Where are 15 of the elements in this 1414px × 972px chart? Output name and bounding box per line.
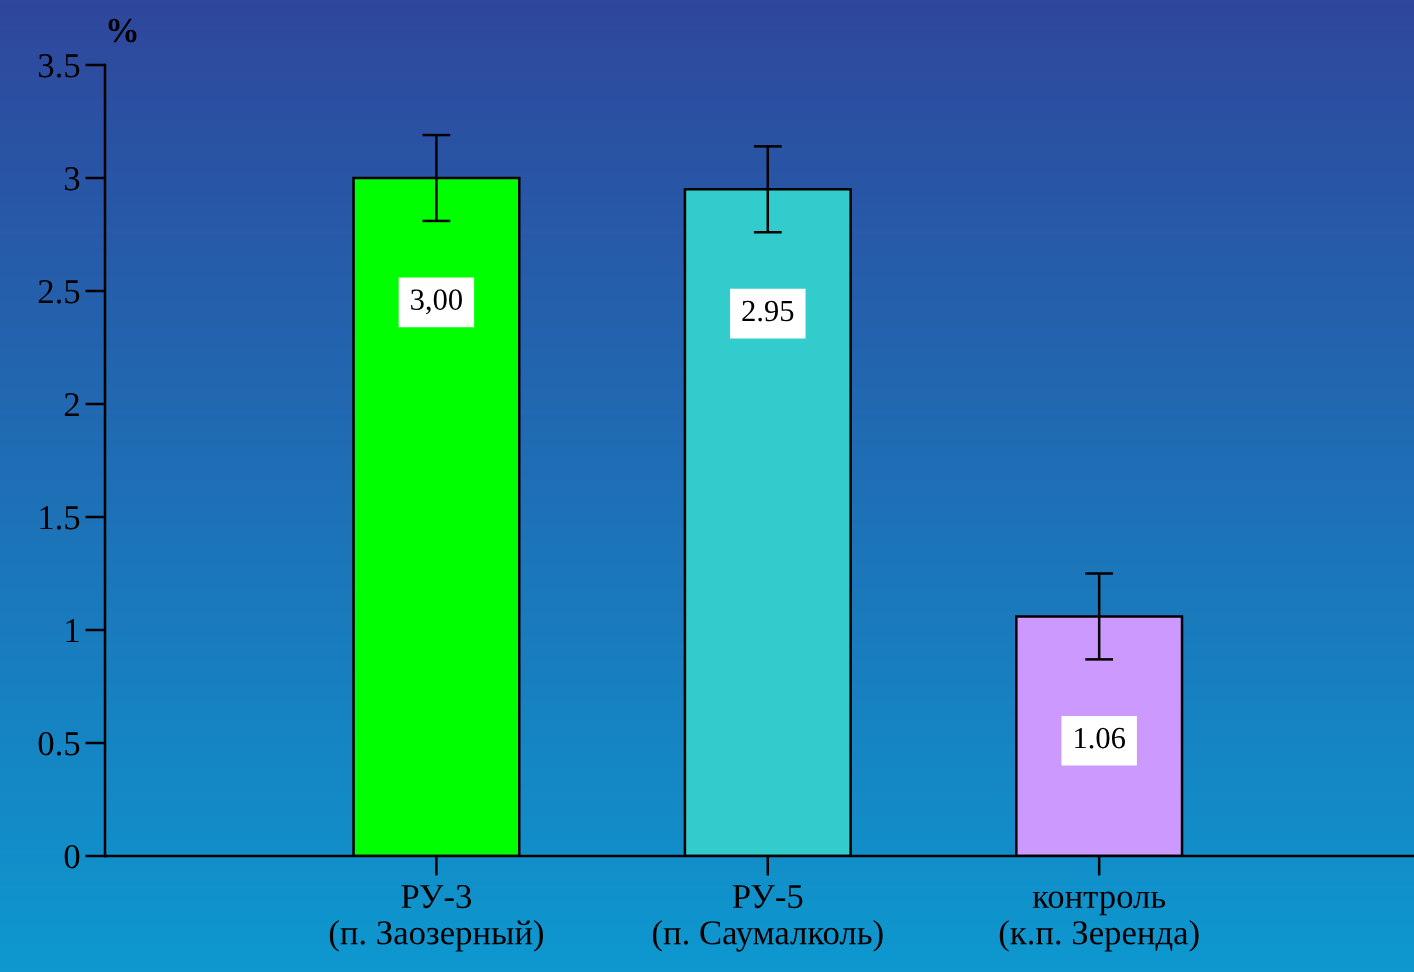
- y-axis-title: %: [108, 18, 137, 43]
- data-label: 3,00: [411, 289, 462, 315]
- y-tick-label: 0.5: [38, 731, 80, 756]
- y-tick-label: 2: [64, 393, 79, 417]
- y-tick-label: 0: [64, 844, 80, 869]
- y-tick-label: 3: [64, 167, 80, 191]
- y-tick-label: 2.5: [38, 280, 80, 304]
- data-label: 2.95: [742, 300, 794, 322]
- y-tick-label: 3.5: [38, 54, 80, 78]
- x-tick-label: РУ-5 (п. Саумалколь): [652, 885, 883, 952]
- x-tick-label: контроль (к.п. Зеренда): [999, 891, 1199, 952]
- y-tick-label: 1.5: [40, 506, 80, 530]
- x-tick-label: РУ-3 (п. Заозерный): [329, 884, 543, 952]
- y-tick-label: 1: [66, 619, 79, 643]
- data-label: 1.06: [1075, 727, 1125, 749]
